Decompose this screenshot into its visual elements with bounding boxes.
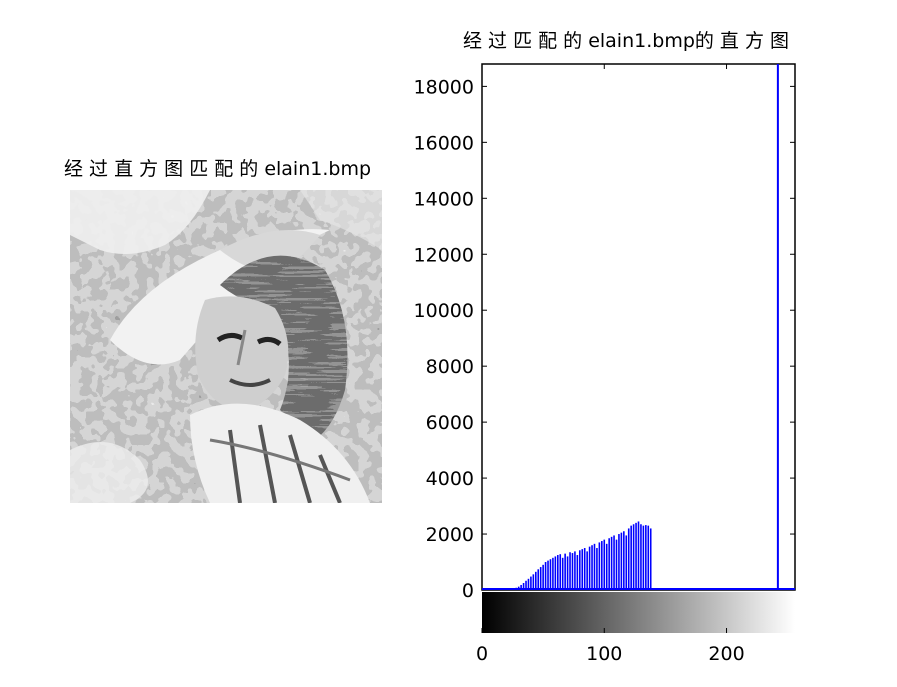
- histogram-bar: [630, 525, 632, 590]
- y-tick-label: 18000: [414, 76, 474, 98]
- portrait-image: [70, 190, 382, 504]
- grayscale-colorbar: [482, 592, 795, 633]
- plot-area: [481, 63, 796, 591]
- histogram-bar: [569, 552, 571, 590]
- histogram-bar: [576, 555, 579, 590]
- histogram-bar: [635, 522, 637, 590]
- histogram-bar: [623, 531, 625, 590]
- histogram-bar: [554, 556, 557, 590]
- histogram-bar: [620, 532, 623, 590]
- histogram-bar: [530, 576, 532, 590]
- histogram-bar: [586, 551, 588, 590]
- y-tick-label: 8000: [426, 356, 474, 378]
- histogram-bar: [559, 554, 562, 590]
- histogram-bar: [618, 534, 620, 590]
- y-tick-label: 2000: [426, 524, 474, 546]
- y-tick-label: 16000: [414, 132, 474, 154]
- histogram-bar: [645, 525, 647, 590]
- chart-title: 经 过 匹 配 的 elain1.bmp的 直 方 图: [463, 30, 790, 52]
- histogram-bar: [625, 535, 628, 590]
- y-tick-label: 14000: [414, 188, 474, 210]
- histogram-bar: [649, 528, 652, 590]
- histogram-bar: [561, 557, 564, 590]
- histogram-bar: [525, 580, 527, 590]
- histogram-bar: [588, 546, 591, 590]
- histogram-bar: [522, 583, 525, 590]
- histogram-bar: [610, 536, 613, 590]
- x-tick-label: 100: [586, 643, 622, 665]
- histogram-bar: [647, 525, 650, 590]
- y-axis: 0 2000 4000 6000 8000 10000 12000 14000 16000 180…: [414, 76, 795, 602]
- histogram-bar: [632, 524, 635, 590]
- histogram-bar: [549, 559, 552, 590]
- histogram-bar: [539, 567, 542, 590]
- x-tick-label: 200: [708, 643, 744, 665]
- histogram-bar: [544, 562, 547, 590]
- histogram-bar: [535, 571, 537, 590]
- y-tick-label: 12000: [414, 244, 474, 266]
- histogram-bar: [637, 521, 640, 590]
- histogram-bar: [608, 538, 610, 590]
- y-tick-label: 0: [462, 580, 474, 602]
- histogram-bar: [566, 556, 569, 590]
- y-tick-label: 4000: [426, 468, 474, 490]
- histogram-bar: [583, 548, 586, 590]
- histogram-bar: [527, 578, 530, 590]
- histogram-bar: [593, 543, 596, 590]
- histogram-bar: [547, 560, 549, 590]
- histogram-bar: [603, 539, 606, 590]
- histogram-bar: [571, 553, 574, 590]
- histogram-bar: [552, 557, 554, 590]
- histogram-bar: [613, 535, 615, 590]
- histogram-bars: [510, 64, 779, 590]
- histogram-bar: [627, 528, 630, 590]
- histogram-bar: [537, 569, 540, 590]
- histogram-bar: [581, 549, 584, 590]
- x-axis: 0 100 200: [476, 64, 745, 665]
- histogram-bar: [596, 548, 598, 590]
- histogram-bar: [615, 539, 618, 590]
- histogram-bar: [574, 551, 576, 590]
- x-tick-label: 0: [476, 643, 488, 665]
- image-title: 经 过 直 方 图 匹 配 的 elain1.bmp: [64, 158, 372, 180]
- histogram-bar: [579, 550, 581, 590]
- histogram-bar: [642, 525, 645, 590]
- histogram-bar: [601, 541, 603, 590]
- histogram-bar: [598, 542, 601, 590]
- histogram-bar: [557, 555, 559, 590]
- matched-image: [70, 190, 382, 504]
- histogram-bar: [640, 524, 642, 590]
- histogram-bar: [520, 584, 522, 590]
- histogram-bar: [564, 553, 566, 590]
- histogram-bar: [542, 564, 544, 590]
- y-tick-label: 10000: [414, 300, 474, 322]
- histogram-bar: [591, 545, 593, 590]
- histogram-bar: [532, 574, 535, 590]
- y-tick-label: 6000: [426, 412, 474, 434]
- histogram-bar: [605, 543, 608, 590]
